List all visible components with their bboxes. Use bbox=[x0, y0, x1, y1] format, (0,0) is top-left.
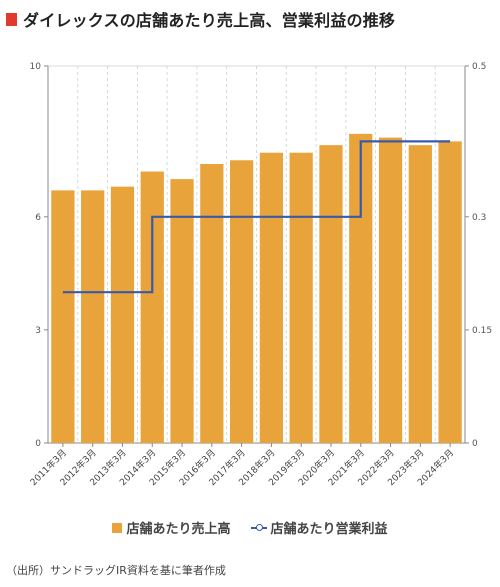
y-left-tick-label: 6 bbox=[35, 213, 41, 223]
title-row: ダイレックスの店舗あたり売上高、営業利益の推移 bbox=[6, 8, 395, 30]
bar bbox=[408, 145, 432, 444]
bar bbox=[81, 190, 105, 443]
bar bbox=[319, 145, 343, 444]
chart-title: ダイレックスの店舗あたり売上高、営業利益の推移 bbox=[23, 11, 396, 30]
y-right-tick-label: 0 bbox=[472, 439, 478, 449]
source-note: （出所）サンドラッグIR資料を基に筆者作成 bbox=[6, 564, 226, 577]
legend: 店舗あたり売上高 店舗あたり営業利益 bbox=[0, 518, 500, 537]
y-right-tick-label: 0.15 bbox=[472, 326, 492, 336]
bar bbox=[289, 152, 313, 443]
legend-item-sales[interactable]: 店舗あたり売上高 bbox=[112, 518, 231, 537]
legend-profit-label: 店舗あたり営業利益 bbox=[270, 522, 388, 537]
bar bbox=[349, 133, 373, 444]
y-right-tick-label: 0.3 bbox=[472, 213, 486, 223]
bar bbox=[170, 179, 194, 443]
legend-bar-swatch bbox=[112, 522, 123, 533]
legend-item-profit[interactable]: 店舗あたり営業利益 bbox=[250, 518, 388, 537]
bar bbox=[200, 164, 224, 443]
title-marker bbox=[6, 12, 17, 26]
y-left-tick-label: 0 bbox=[35, 439, 41, 449]
bar bbox=[259, 152, 284, 443]
bar bbox=[140, 171, 164, 443]
legend-sales-label: 店舗あたり売上高 bbox=[126, 522, 231, 537]
bar bbox=[438, 141, 462, 443]
legend-line-swatch bbox=[250, 523, 267, 533]
y-left-tick-label: 3 bbox=[35, 326, 41, 336]
y-right-tick-label: 0.5 bbox=[472, 62, 486, 72]
bar bbox=[110, 186, 135, 443]
bar bbox=[51, 190, 75, 443]
series-line-profit bbox=[62, 140, 451, 294]
chart-area: 0361000.150.30.52011年3月2012年3月2013年3月201… bbox=[28, 62, 492, 488]
y-left-tick-label: 10 bbox=[30, 62, 42, 72]
bar bbox=[378, 137, 403, 443]
bar bbox=[229, 160, 254, 443]
